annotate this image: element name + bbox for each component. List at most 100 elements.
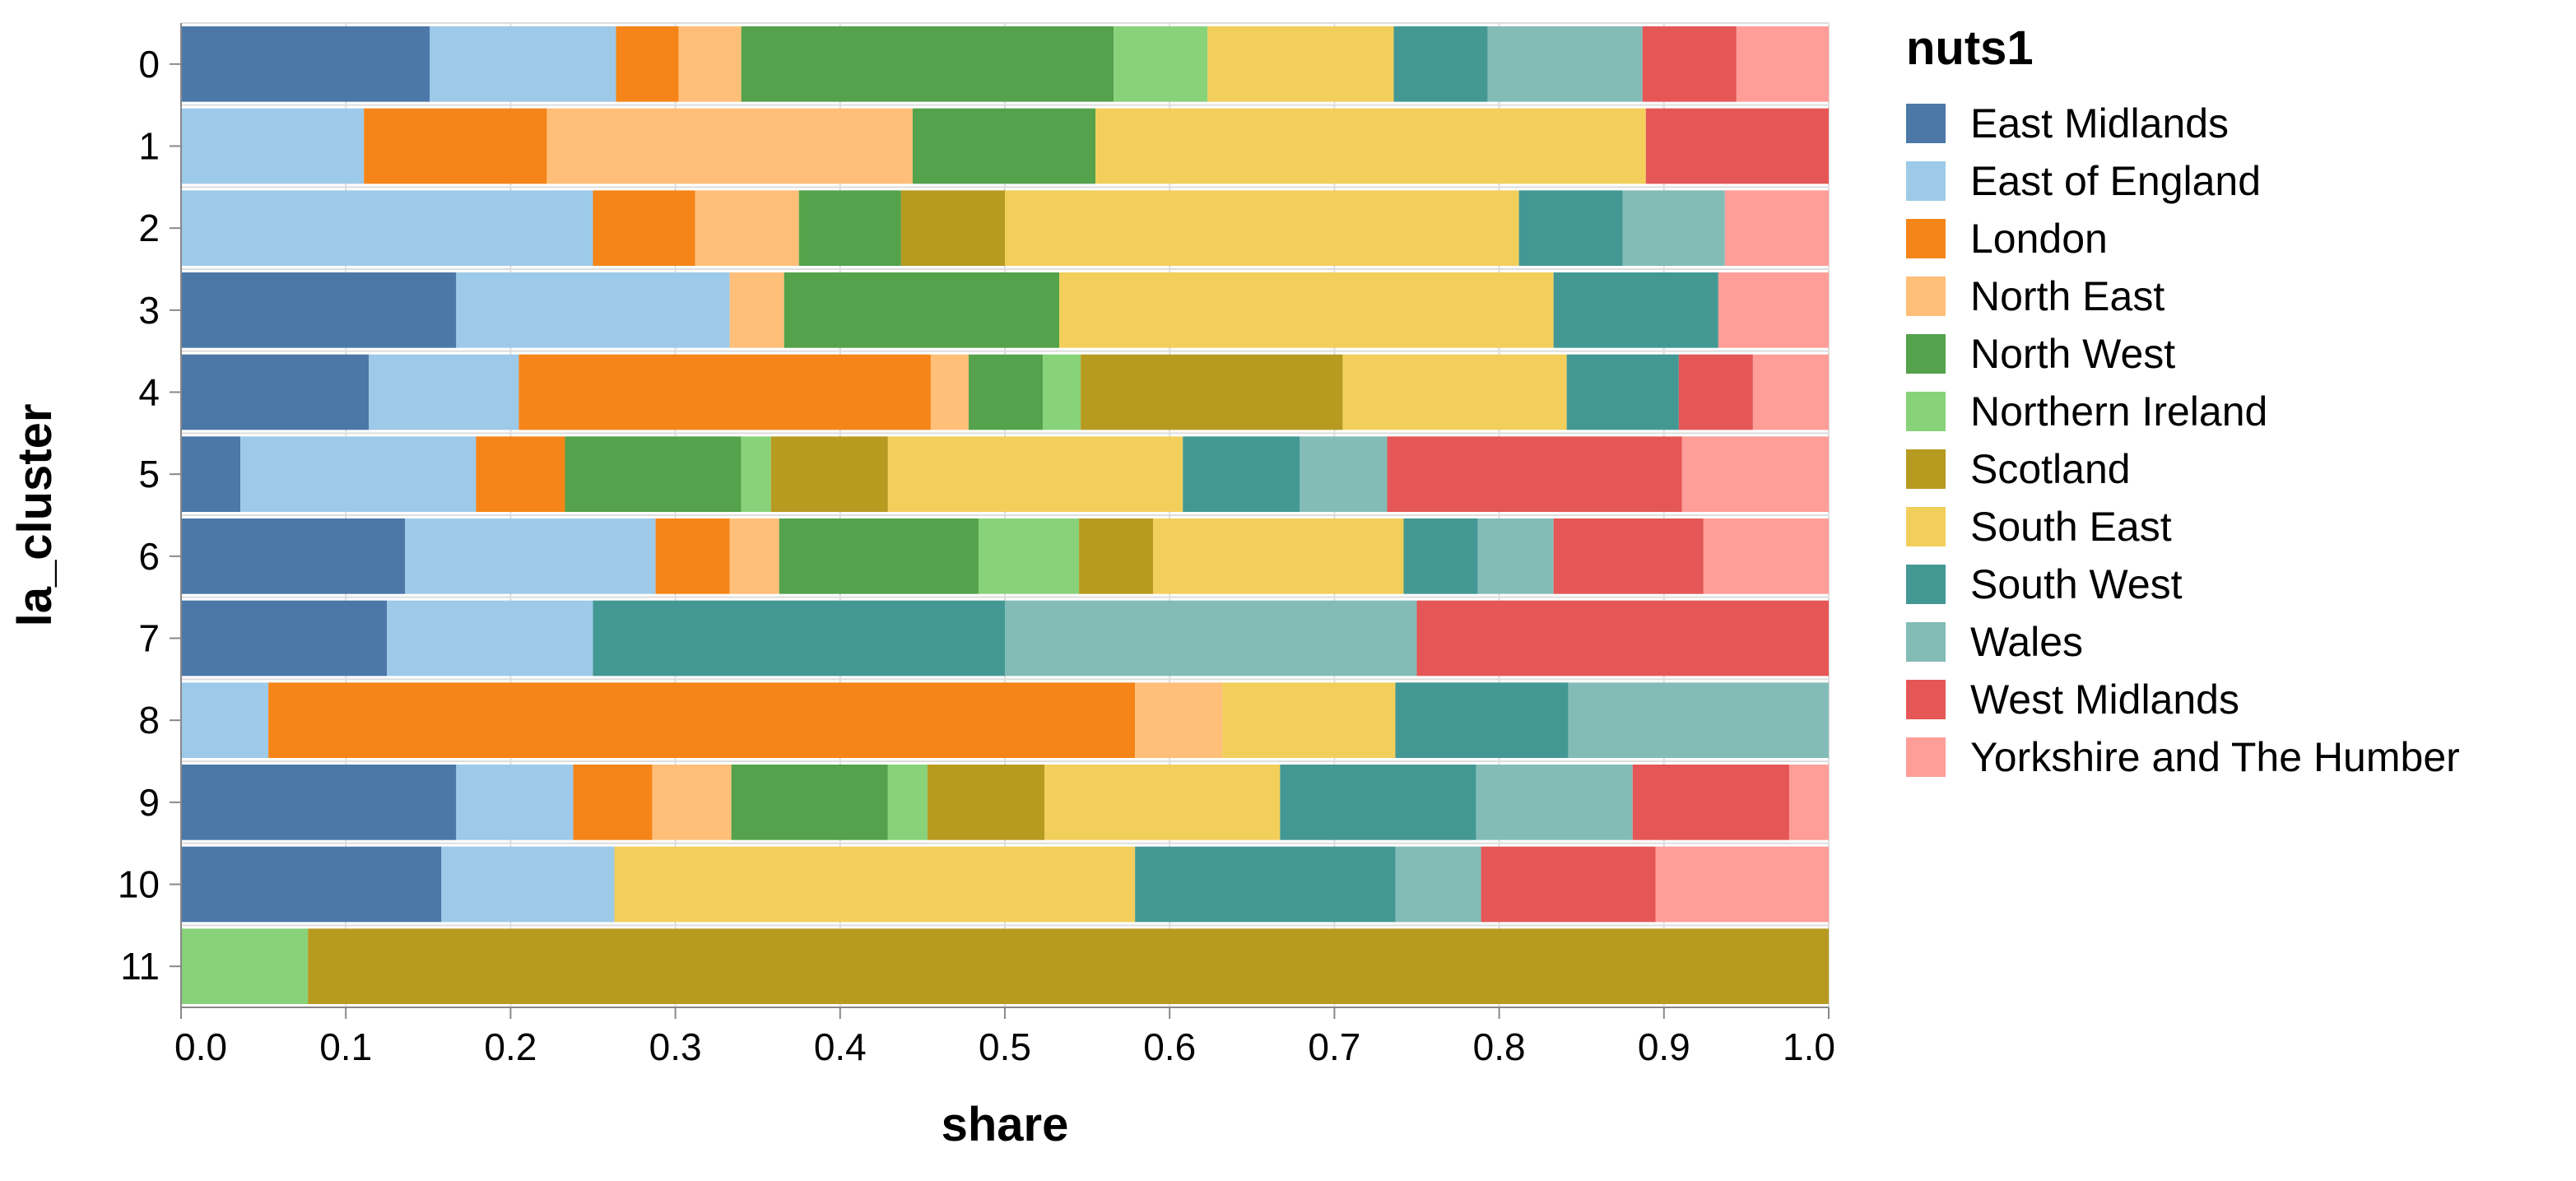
bar-segment	[614, 846, 1136, 923]
bar-segment	[616, 26, 679, 102]
bar-segment	[1005, 190, 1519, 266]
bar-segment	[240, 436, 477, 512]
bar-segment	[1059, 272, 1554, 348]
bar-segment	[181, 108, 365, 184]
bar-segment	[1043, 354, 1081, 430]
x-tick-label: 0.7	[1308, 1025, 1360, 1068]
bar-segment	[798, 190, 901, 266]
bar-segment	[405, 518, 656, 594]
bar-segment	[1395, 846, 1481, 923]
bar-segment	[1481, 846, 1656, 923]
bar-segment	[1788, 765, 1829, 840]
bar-segment	[1005, 600, 1417, 677]
legend-swatch	[1906, 737, 1946, 777]
bar-segment	[978, 518, 1080, 594]
legend-label: South West	[1970, 561, 2183, 607]
bar-segment	[387, 600, 593, 677]
legend-label: North West	[1970, 331, 2175, 377]
legend-label: Wales	[1970, 619, 2083, 665]
legend-label: Yorkshire and The Humber	[1970, 734, 2460, 780]
bar-segment	[593, 600, 1005, 677]
bar-segment	[181, 928, 309, 1004]
bar-segment	[546, 108, 913, 184]
bar-segment	[1566, 354, 1679, 430]
bar-segment	[1642, 26, 1737, 102]
bar-segment	[887, 436, 1183, 512]
bar-segment	[268, 682, 1136, 758]
bar-segment	[1645, 108, 1829, 184]
legend-swatch	[1906, 680, 1946, 719]
legend-swatch	[1906, 219, 1946, 258]
bar-segment	[456, 765, 574, 840]
bar-segment	[678, 26, 742, 102]
bar-segment	[731, 765, 888, 840]
legend-swatch	[1906, 392, 1946, 431]
bar-segment	[900, 190, 1005, 266]
bar-segment	[518, 354, 931, 430]
bar-segment	[181, 272, 457, 348]
bar-segment	[181, 846, 442, 923]
y-tick-label: 6	[138, 535, 160, 578]
legend-swatch	[1906, 161, 1946, 201]
bars	[181, 26, 1829, 1004]
legend-swatch	[1906, 104, 1946, 143]
y-tick-label: 0	[138, 43, 160, 86]
bar-segment	[1044, 765, 1281, 840]
legend-title: nuts1	[1906, 21, 2034, 75]
legend-label: Scotland	[1970, 446, 2131, 492]
x-tick-label: 0.6	[1143, 1025, 1196, 1068]
bar-segment	[927, 765, 1045, 840]
y-tick-label: 2	[138, 207, 160, 249]
bar-segment	[1280, 765, 1476, 840]
y-tick-label: 10	[118, 863, 160, 906]
x-tick-label: 1.0	[1783, 1025, 1835, 1068]
bar-segment	[476, 436, 565, 512]
legend-label: East Midlands	[1970, 100, 2229, 146]
bar-segment	[1553, 272, 1718, 348]
bar-segment	[741, 26, 1114, 102]
gridlines	[180, 22, 1830, 1007]
bar-segment	[968, 354, 1044, 430]
legend-label: London	[1970, 216, 2108, 262]
bar-segment	[1153, 518, 1404, 594]
bar-segment	[912, 108, 1096, 184]
x-tick-label: 0.9	[1638, 1025, 1690, 1068]
bar-segment	[573, 765, 653, 840]
x-axis-title: share	[942, 1098, 1069, 1151]
x-tick-label: 0.1	[319, 1025, 372, 1068]
bar-segment	[770, 436, 888, 512]
x-tick-label: 0.0	[174, 1025, 227, 1068]
legend-swatch	[1906, 507, 1946, 546]
legend-swatch	[1906, 449, 1946, 489]
bar-segment	[729, 518, 779, 594]
bar-segment	[783, 272, 1060, 348]
legend-label: North East	[1970, 273, 2164, 319]
bar-segment	[181, 190, 593, 266]
bar-segment	[1724, 190, 1829, 266]
bar-segment	[1477, 518, 1554, 594]
bar-segment	[181, 436, 241, 512]
bar-segment	[1678, 354, 1753, 430]
legend-swatch	[1906, 277, 1946, 316]
bar-segment	[930, 354, 969, 430]
bar-segment	[1476, 765, 1633, 840]
legend: nuts1 East Midlands East of England London…	[1906, 21, 2460, 780]
bar-segment	[1135, 846, 1396, 923]
bar-segment	[1079, 518, 1154, 594]
legend-label: West Midlands	[1970, 677, 2239, 723]
bar-segment	[364, 108, 547, 184]
bar-segment	[1655, 846, 1829, 923]
bar-segment	[1393, 26, 1488, 102]
bar-segment	[1387, 436, 1682, 512]
bar-segment	[181, 765, 457, 840]
bar-segment	[430, 26, 616, 102]
bar-segment	[655, 518, 730, 594]
y-axis-title: la_cluster	[8, 404, 62, 627]
axes: share la_cluster 0.0 0.1 0.2 0.3 0.4 0.5 0.6 0.…	[8, 23, 1835, 1151]
legend-label: South East	[1970, 504, 2172, 550]
legend-label: East of England	[1970, 158, 2261, 204]
bar-segment	[1752, 354, 1829, 430]
bar-segment	[1081, 354, 1343, 430]
bar-segment	[181, 518, 406, 594]
bar-segment	[729, 272, 784, 348]
